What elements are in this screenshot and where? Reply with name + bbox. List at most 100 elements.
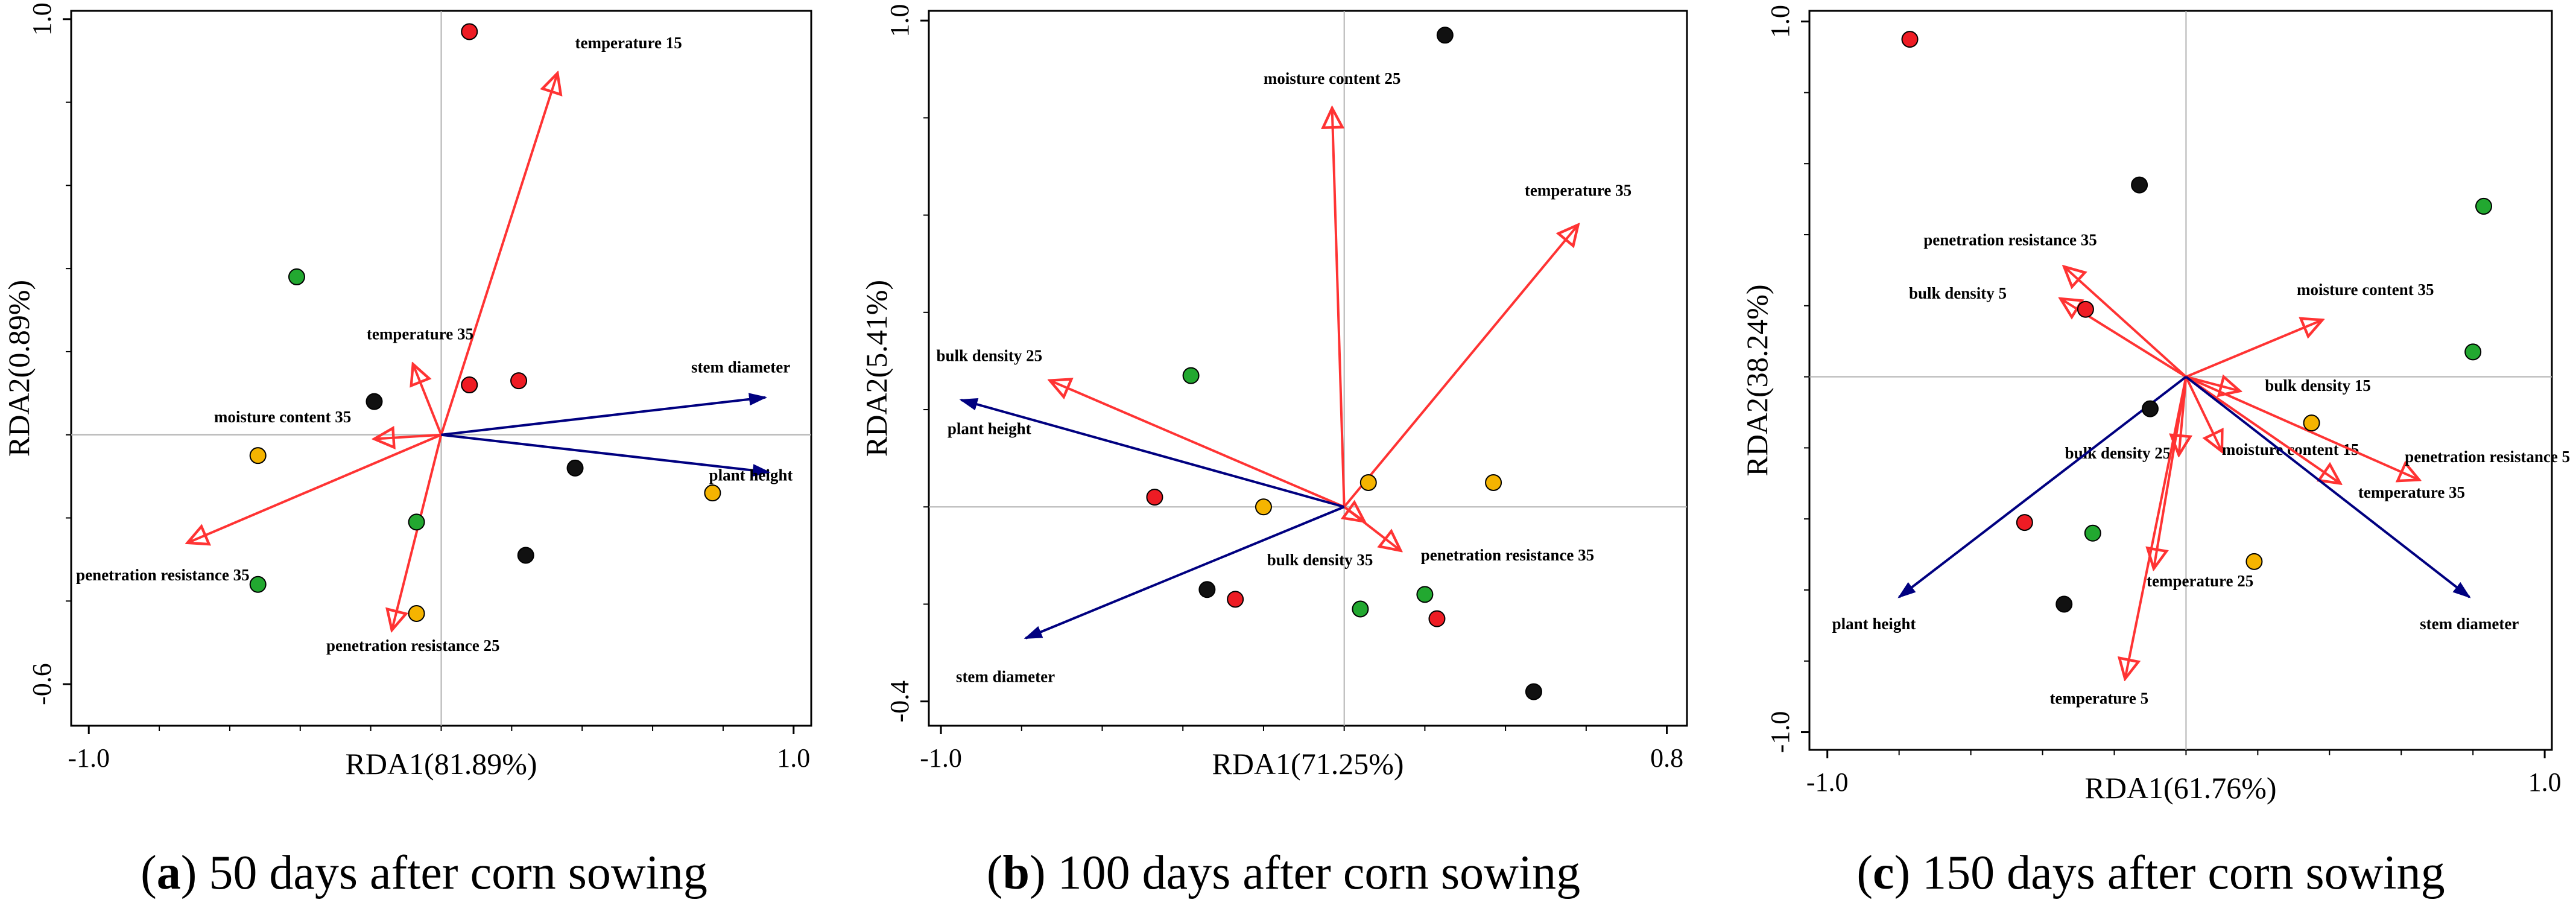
- vector-bulk-density-25: [1050, 381, 1345, 509]
- sample-point-red: [2016, 514, 2033, 531]
- sample-point-red: [1227, 591, 1244, 608]
- sample-point-green: [1182, 367, 1200, 384]
- caption-prefix: (: [987, 846, 1003, 899]
- y-axis-title: RDA2(5.41%): [859, 280, 893, 457]
- vector-temperature-35: [2185, 375, 2340, 484]
- x-tick-label: 0.8: [1650, 743, 1683, 773]
- vector-label: penetration resistance 5: [2405, 448, 2570, 466]
- vector-label: temperature 25: [2147, 572, 2253, 590]
- x-tick-label: 1.0: [777, 743, 810, 773]
- sample-point-green: [2475, 197, 2493, 215]
- vector-label: temperature 35: [1525, 181, 1631, 199]
- sample-point-black: [517, 547, 534, 564]
- y-axis-title: RDA2(0.89%): [2, 280, 36, 457]
- sample-point-orange: [1359, 474, 1377, 491]
- panel-caption: (b) 100 days after corn sowing: [987, 846, 1580, 899]
- y-tick-label: 1.0: [1765, 5, 1795, 38]
- vector-label: temperature 15: [575, 34, 682, 52]
- vector-plant-height: [959, 398, 1345, 509]
- sample-point-red: [1901, 31, 1919, 48]
- vector-penetration-resistance-35: [2064, 267, 2187, 378]
- sample-point-orange: [2245, 553, 2263, 570]
- vector-label: moisture content 35: [214, 408, 351, 426]
- caption-prefix: (: [141, 846, 157, 899]
- vector-label: stem diameter: [956, 667, 1055, 685]
- vector-temperature-35: [413, 364, 443, 436]
- sample-point-black: [366, 393, 383, 410]
- vector-label: bulk density 25: [2065, 444, 2171, 462]
- sample-point-black: [2141, 400, 2159, 417]
- vector-label: bulk density 5: [1909, 284, 2007, 302]
- sample-point-black: [1198, 581, 1216, 598]
- caption-letter: a: [157, 846, 181, 899]
- y-axis-title: RDA2(38.24%): [1740, 284, 1774, 476]
- sample-point-green: [1352, 600, 1369, 618]
- vector-label: penetration resistance 25: [326, 636, 499, 655]
- vector-label: bulk density 15: [2265, 376, 2371, 395]
- sample-point-red: [461, 23, 478, 40]
- rda-biplot-b: -1.0 0.8 1.0 -0.4 RDA1(71.25%) RDA2(5.41%) moi…: [859, 4, 1688, 899]
- vector-moisture-content-35: [2185, 320, 2322, 378]
- vector-bulk-density-35: [1344, 507, 1364, 521]
- vector-penetration-resistance-5: [2185, 375, 2419, 480]
- x-tick-label: -1.0: [68, 743, 110, 773]
- sample-point-orange: [1485, 474, 1502, 491]
- sample-point-black: [566, 459, 584, 477]
- vector-label: moisture content 35: [2297, 281, 2434, 299]
- vector-stem-diameter: [2185, 376, 2471, 598]
- vector-stem-diameter: [1024, 506, 1345, 639]
- vector-label: plant height: [709, 466, 793, 484]
- panel-caption: (c) 150 days after corn sowing: [1856, 846, 2445, 899]
- vector-label: plant height: [1832, 615, 1916, 633]
- vector-moisture-content-25: [1332, 108, 1346, 507]
- sample-point-green: [249, 576, 267, 593]
- rda-biplot-c: -1.0 1.0 1.0 -1.0 RDA1(61.76%) RDA2(38.24%) pe…: [1740, 5, 2570, 899]
- caption-text: ) 100 days after corn sowing: [1030, 846, 1580, 899]
- x-axis-title: RDA1(61.76%): [2084, 771, 2276, 805]
- sample-point-red: [461, 376, 478, 394]
- sample-point-green: [2084, 524, 2101, 542]
- vector-penetration-resistance-35: [188, 433, 442, 543]
- sample-point-green: [408, 513, 425, 531]
- vector-label: penetration resistance 35: [1923, 231, 2097, 249]
- panel-b: -1.0 0.8 1.0 -0.4 RDA1(71.25%) RDA2(5.41%) moi…: [859, 0, 1716, 923]
- vector-penetration-resistance-25: [392, 434, 443, 630]
- sample-point-red: [510, 372, 528, 390]
- x-tick-label: 1.0: [2528, 767, 2562, 797]
- sample-point-orange: [2303, 414, 2320, 432]
- vector-label: temperature 35: [367, 325, 473, 343]
- x-axis-title: RDA1(71.25%): [1212, 747, 1404, 781]
- sample-point-black: [1436, 27, 1454, 44]
- y-tick-label: -0.6: [27, 663, 57, 705]
- vector-moisture-content-35: [374, 435, 441, 439]
- y-tick-label: 1.0: [885, 4, 914, 37]
- sample-point-orange: [249, 447, 267, 465]
- x-tick-label: -1.0: [1806, 767, 1849, 797]
- vector-bulk-density-15: [2185, 377, 2239, 392]
- sample-point-orange: [1255, 498, 1272, 516]
- vector-label: bulk density 35: [1267, 551, 1373, 569]
- vector-stem-diameter: [441, 393, 768, 436]
- vector-temperature-15: [440, 73, 558, 436]
- y-tick-label: -0.4: [885, 680, 914, 723]
- sample-point-orange: [408, 604, 425, 622]
- sample-point-red: [2077, 300, 2094, 318]
- sample-point-orange: [704, 484, 721, 502]
- plot-frame: [928, 10, 1688, 727]
- x-axis-title: RDA1(81.89%): [345, 747, 537, 781]
- sample-point-black: [2055, 595, 2073, 613]
- caption-text: ) 150 days after corn sowing: [1894, 846, 2445, 899]
- vector-label: stem diameter: [691, 358, 790, 376]
- vector-label: penetration resistance 35: [76, 566, 249, 584]
- caption-letter: c: [1873, 846, 1894, 899]
- vector-plant-height: [441, 433, 771, 477]
- x-tick-label: -1.0: [920, 743, 962, 773]
- vector-temperature-35: [1343, 225, 1578, 508]
- vector-label: moisture content 25: [1264, 69, 1400, 87]
- sample-point-green: [1416, 586, 1434, 603]
- y-tick-label: -1.0: [1765, 711, 1795, 753]
- vector-label: penetration resistance 35: [1421, 546, 1594, 564]
- vector-label: plant height: [948, 419, 1031, 437]
- vector-label: temperature 35: [2358, 483, 2465, 501]
- sample-point-red: [1146, 489, 1163, 506]
